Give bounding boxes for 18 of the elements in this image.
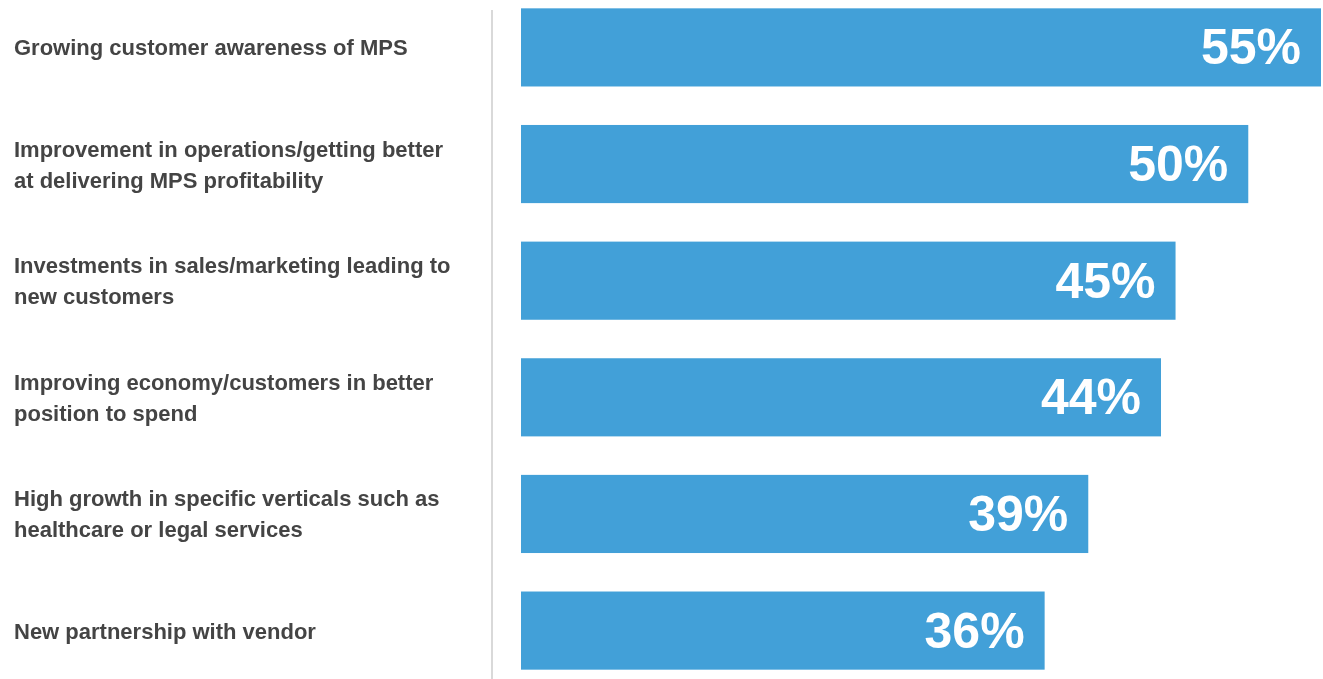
bar: [521, 591, 1045, 670]
bar: [521, 124, 1249, 204]
bar: [521, 8, 1321, 87]
bar: [521, 241, 1176, 320]
y-tick-label: Improvement in operations/getting better at delivering MPS profitability: [14, 136, 444, 193]
data-label: 55%: [1200, 19, 1301, 76]
y-tick-label: New partnership with vendor: [14, 618, 317, 644]
y-tick-label: High growth in specific verticals such as healthcare or legal services: [14, 486, 440, 543]
y-tick-label: Investments in sales/marketing leading to new customers: [14, 253, 451, 310]
data-label: 45%: [1055, 252, 1156, 309]
data-label: 39%: [968, 485, 1069, 542]
y-tick-label: Improving economy/customers in better position to spend: [14, 369, 434, 426]
data-label: 44%: [1040, 369, 1141, 426]
bar: [521, 358, 1161, 437]
bar: [521, 474, 1089, 554]
y-tick-label: Growing customer awareness of MPS: [14, 35, 408, 61]
data-label: 36%: [924, 602, 1025, 659]
data-label: 50%: [1128, 136, 1229, 193]
